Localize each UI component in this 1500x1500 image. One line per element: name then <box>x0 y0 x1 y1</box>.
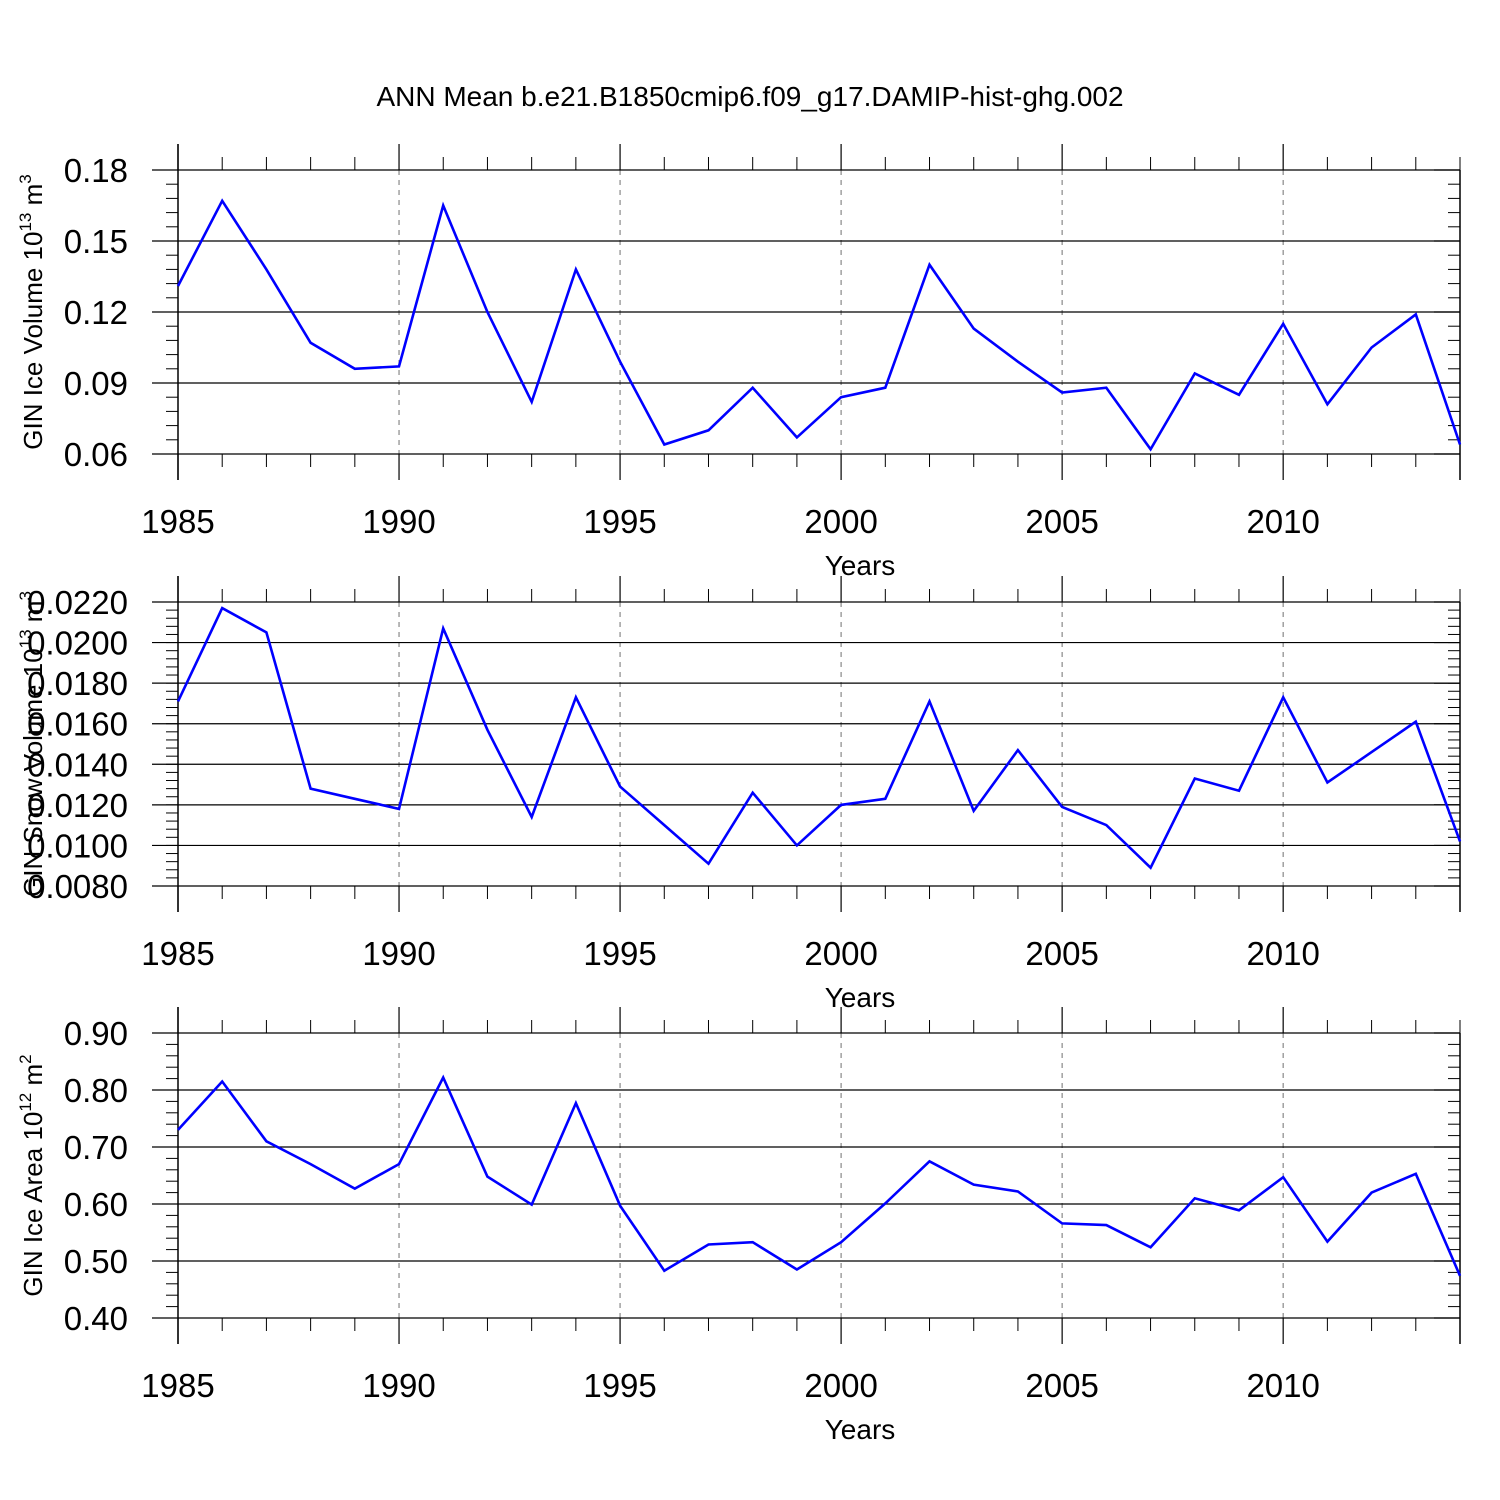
y-tick-label: 0.18 <box>64 152 128 189</box>
series-line-3 <box>177 1074 1462 1277</box>
x-tick-label: 1990 <box>362 1367 435 1404</box>
y-tick-label: 0.0180 <box>27 665 128 702</box>
x-tick-label: 2000 <box>804 1367 877 1404</box>
x-tick-label: 1990 <box>362 935 435 972</box>
x-tick-label: 2000 <box>804 503 877 540</box>
y-axis-label: GIN Ice Area 1012 m2 <box>16 1054 48 1296</box>
y-axis-label: GIN Ice Volume 1013 m3 <box>16 174 48 450</box>
x-tick-label: 1995 <box>583 935 656 972</box>
y-axis-label: GIN Snow Volume 1013 m3 <box>16 591 48 897</box>
x-tick-label: 2005 <box>1025 1367 1098 1404</box>
x-tick-label: 1995 <box>583 503 656 540</box>
figure-title: ANN Mean b.e21.B1850cmip6.f09_g17.DAMIP-… <box>376 81 1123 112</box>
y-tick-label: 0.0100 <box>27 827 128 864</box>
x-tick-label: 2010 <box>1246 503 1319 540</box>
y-tick-label: 0.09 <box>64 365 128 402</box>
x-axis-label: Years <box>825 1414 896 1445</box>
y-tick-label: 0.80 <box>64 1072 128 1109</box>
x-tick-label: 2005 <box>1025 935 1098 972</box>
y-tick-label: 0.0220 <box>27 584 128 621</box>
x-tick-label: 1985 <box>141 503 214 540</box>
y-tick-label: 0.0120 <box>27 787 128 824</box>
x-tick-label: 1985 <box>141 1367 214 1404</box>
y-tick-label: 0.60 <box>64 1186 128 1223</box>
series-line-2 <box>176 606 1462 870</box>
x-axis-label: Years <box>825 550 896 581</box>
panel-2: 0.00800.01000.01200.01400.01600.01800.02… <box>16 576 1462 1013</box>
x-tick-label: 2000 <box>804 935 877 972</box>
panel-3: 0.40 0.50 0.60 0.70 0.80 0.90 1985 1990 1995 2000… <box>16 1007 1462 1445</box>
y-tick-label: 0.0160 <box>27 706 128 743</box>
x-axis-label: Years <box>825 982 896 1013</box>
x-tick-label: 1995 <box>583 1367 656 1404</box>
x-tick-label: 2010 <box>1246 935 1319 972</box>
y-tick-label: 0.0200 <box>27 625 128 662</box>
y-tick-label: 0.06 <box>64 436 128 473</box>
y-tick-label: 0.15 <box>64 223 128 260</box>
series-line-1 <box>176 198 1462 452</box>
x-tick-label: 2005 <box>1025 503 1098 540</box>
x-tick-label: 2010 <box>1246 1367 1319 1404</box>
y-tick-label: 0.0080 <box>27 868 128 905</box>
panel-1: 0.06 0.09 0.12 0.15 0.18 1985 1990 1995 2000 2005… <box>16 144 1462 581</box>
y-tick-label: 0.70 <box>64 1129 128 1166</box>
x-tick-label: 1990 <box>362 503 435 540</box>
y-tick-label: 0.40 <box>64 1300 128 1337</box>
y-tick-label: 0.0140 <box>27 746 128 783</box>
y-tick-label: 0.50 <box>64 1243 128 1280</box>
x-tick-label: 1985 <box>141 935 214 972</box>
y-tick-label: 0.12 <box>64 294 128 331</box>
y-tick-label: 0.90 <box>64 1015 128 1052</box>
